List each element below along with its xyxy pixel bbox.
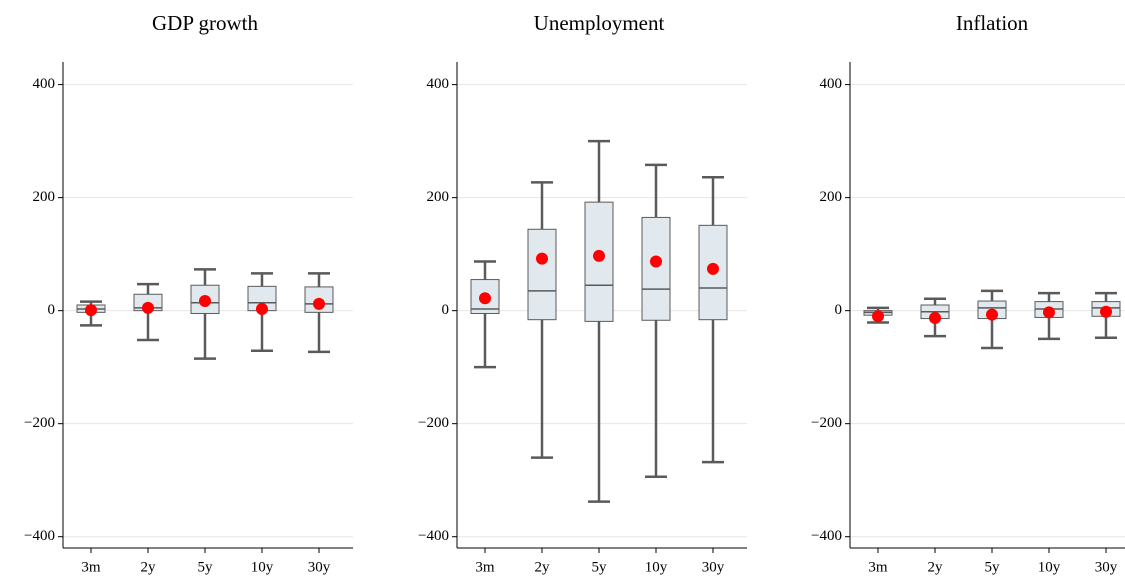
y-tick-label: 400 [33,76,56,92]
y-tick-label: −400 [811,528,842,544]
y-tick-label: 200 [33,189,56,205]
x-tick-label: 30y [702,559,725,575]
box [641,216,671,321]
mean-dot [479,292,491,305]
x-tick-label: 5y [592,559,608,575]
x-tick-label: 2y [535,559,551,575]
mean-dot [142,301,154,314]
x-tick-label: 10y [1038,559,1061,575]
mean-dot [85,304,97,317]
x-tick-label: 3m [475,559,495,575]
mean-dot [1043,306,1055,319]
mean-dot [313,297,325,310]
mean-dot [929,311,941,324]
y-tick-label: −200 [811,415,842,431]
x-tick-label: 2y [141,559,157,575]
y-tick-label: 0 [48,302,56,318]
y-tick-label: 400 [820,76,843,92]
box [527,228,557,321]
mean-dot [536,252,548,265]
mean-dot [650,255,662,268]
mean-dot [199,295,211,308]
mean-dot [707,262,719,275]
y-tick-label: −400 [418,528,449,544]
x-tick-label: 3m [868,559,888,575]
x-tick-label: 10y [251,559,274,575]
y-tick-label: 0 [835,302,843,318]
y-tick-label: −200 [24,415,55,431]
mean-dot [872,310,884,323]
x-tick-label: 30y [308,559,331,575]
x-tick-label: 10y [645,559,668,575]
y-tick-label: 0 [442,302,450,318]
mean-dot [986,308,998,321]
chart-title: Unemployment [534,11,665,35]
y-tick-label: 200 [427,189,450,205]
y-tick-label: −200 [418,415,449,431]
x-tick-label: 3m [81,559,101,575]
y-tick-label: 200 [820,189,843,205]
x-tick-label: 30y [1095,559,1118,575]
chart-title: GDP growth [152,11,258,35]
x-tick-label: 2y [928,559,944,575]
chart-title: Inflation [956,11,1029,35]
mean-dot [1100,305,1112,318]
y-tick-label: 400 [427,76,450,92]
y-tick-label: −400 [24,528,55,544]
x-tick-label: 5y [198,559,214,575]
mean-dot [256,302,268,315]
mean-dot [593,249,605,262]
x-tick-label: 5y [985,559,1001,575]
